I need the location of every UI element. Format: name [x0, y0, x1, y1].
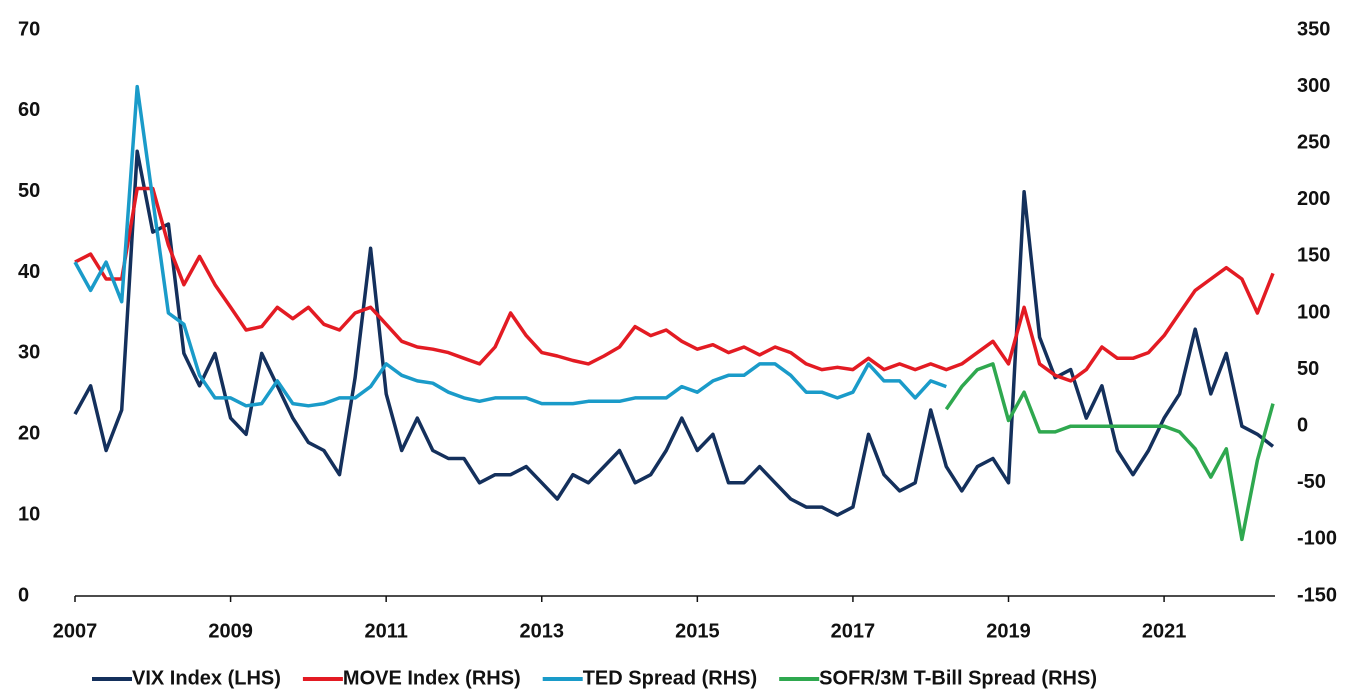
- y-tick-label: 50: [18, 180, 40, 202]
- x-tick-label: 2019: [986, 620, 1031, 642]
- y-tick-label: 40: [18, 261, 40, 283]
- x-tick-label: 2015: [675, 620, 720, 642]
- series-line: [73, 84, 947, 408]
- x-tick-label: 2009: [208, 620, 253, 642]
- legend-label: MOVE Index (RHS): [343, 667, 521, 689]
- x-tick-label: 2013: [520, 620, 565, 642]
- y-tick-label: 10: [18, 503, 40, 525]
- legend-label: SOFR/3M T-Bill Spread (RHS): [819, 667, 1097, 689]
- x-tick-label: 2011: [364, 620, 407, 642]
- y2-tick-label: 0: [1297, 414, 1308, 436]
- x-tick-label: 2017: [831, 620, 876, 642]
- y2-tick-label: 100: [1297, 301, 1330, 323]
- x-tick-label: 2021: [1142, 620, 1187, 642]
- y-tick-label: 70: [18, 18, 40, 40]
- y2-tick-label: -50: [1297, 471, 1326, 493]
- y-tick-label: 20: [18, 423, 40, 445]
- y2-tick-label: 250: [1297, 131, 1330, 153]
- series-line: [73, 149, 1275, 517]
- y-tick-label: 0: [18, 584, 29, 606]
- y-tick-label: 30: [18, 342, 40, 364]
- y2-tick-label: 300: [1297, 75, 1330, 97]
- legend-label: VIX Index (LHS): [132, 667, 281, 689]
- legend: VIX Index (LHS) MOVE Index (RHS) TED Sprea…: [92, 667, 1097, 689]
- y2-tick-label: 350: [1297, 18, 1330, 40]
- x-tick-label: 2007: [53, 620, 98, 642]
- legend-label: TED Spread (RHS): [583, 667, 757, 689]
- y2-tick-label: 50: [1297, 358, 1319, 380]
- series-line: [944, 362, 1275, 542]
- series-line: [74, 186, 1275, 383]
- y2-tick-label: 150: [1297, 245, 1330, 267]
- y2-tick-label: 200: [1297, 188, 1330, 210]
- y2-tick-label: -100: [1297, 528, 1337, 550]
- y-tick-label: 60: [18, 99, 40, 121]
- y2-tick-label: -150: [1297, 584, 1337, 606]
